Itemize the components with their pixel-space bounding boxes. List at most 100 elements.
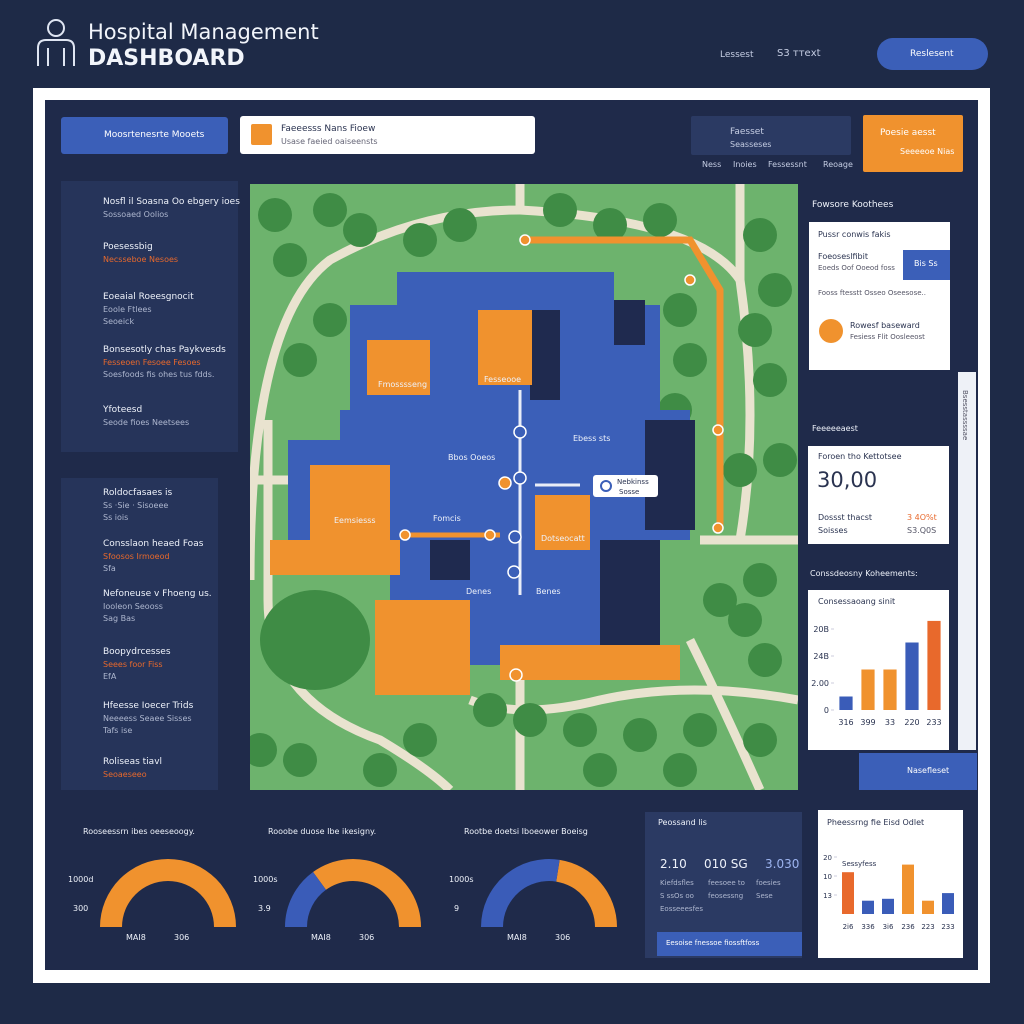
item-title: Bonsesotly chas Paykvesds (103, 345, 226, 355)
item-line: Eoole Ftlees (103, 305, 152, 314)
summary-number: 010 SG (704, 857, 748, 871)
tree (758, 273, 792, 307)
map-label: Ebess sts (573, 434, 611, 443)
tree (283, 343, 317, 377)
label: Foeoseslfibit (818, 252, 868, 261)
tree (473, 693, 507, 727)
logo (37, 19, 75, 66)
tree (703, 583, 737, 617)
scrollbar[interactable] (958, 372, 976, 750)
label: Sosse (619, 488, 640, 496)
item-line: Seees foor Fiss (103, 660, 163, 669)
header-button[interactable] (877, 38, 988, 70)
tree (403, 723, 437, 757)
tree (313, 193, 347, 227)
tree (683, 713, 717, 747)
label: 9 (454, 904, 460, 913)
stat-card (808, 446, 949, 544)
item-title: Nosfl il Soasna Oo ebgery ioes (103, 197, 240, 207)
label: MAI8 (507, 933, 527, 942)
tree (728, 603, 762, 637)
alert-card[interactable] (863, 115, 963, 172)
tree (743, 723, 777, 757)
tree (753, 363, 787, 397)
item-title: Roliseas tiavl (103, 757, 163, 767)
chart-card (808, 590, 949, 750)
tab[interactable]: Ness (702, 160, 722, 169)
dropdown[interactable] (240, 116, 535, 154)
label: Seasseses (730, 140, 772, 149)
item-line: Ss iois (103, 513, 129, 522)
label: Faesset (730, 127, 764, 137)
tree (623, 718, 657, 752)
map-label: Fmosssseng (378, 380, 428, 389)
label: Feeeeeaest (812, 424, 858, 433)
info-button[interactable] (903, 250, 950, 280)
nav-link[interactable]: Lessest (720, 50, 754, 60)
tree (543, 193, 577, 227)
summary-button[interactable] (657, 932, 802, 956)
big-number: 30,00 (817, 468, 878, 492)
label: Eesoise fnessoe fiossftfoss (666, 939, 760, 947)
tree (593, 208, 627, 242)
label: 1000d (68, 875, 94, 884)
label: Fooss ftesstt Osseo Oseesose.. (818, 289, 926, 297)
tree (723, 453, 757, 487)
label: Conssdeosny Koheements: (810, 569, 918, 578)
item-title: Consslaon heaed Foas (103, 539, 204, 549)
label: S ssOs oo (660, 892, 694, 900)
tree (363, 753, 397, 787)
map-label: Fesseooe (484, 375, 522, 384)
tree (403, 223, 437, 257)
label: MAI8 (126, 933, 146, 942)
label: Rowesf baseward (850, 321, 920, 330)
label: feesoee to (708, 879, 745, 887)
info-card (809, 222, 950, 370)
label: Kiefdsfles (660, 879, 694, 887)
tree (313, 303, 347, 337)
label: Usase faeied oaiseensts (281, 137, 378, 146)
tree (763, 443, 797, 477)
gauge-title: Rootbe doetsi Iboeower Boeisg (464, 827, 588, 836)
title: Hospital Management (88, 20, 319, 44)
panel-button[interactable] (859, 753, 977, 790)
tree (738, 313, 772, 347)
label: feosessng (708, 892, 744, 900)
search-button[interactable] (61, 117, 228, 154)
label: Foroen tho Kettotsee (818, 452, 902, 461)
tree (443, 208, 477, 242)
button-label: Reslesent (910, 49, 954, 59)
label: Peossand lis (658, 818, 707, 827)
label: 1000s (449, 875, 474, 884)
item-title: Eoeaial Roeesgnocit (103, 292, 194, 302)
label: Eosseeesfes (660, 905, 703, 913)
tree (643, 203, 677, 237)
chart-title: Pheessrng fie Eisd Odlet (827, 818, 925, 827)
label: Faeeesss Nans Fioew (281, 124, 376, 134)
label: 306 (174, 933, 190, 942)
summary-number: 3.030 (765, 857, 800, 871)
left-panel-bottom (61, 478, 218, 790)
tree (258, 198, 292, 232)
chart-title: Consessaoang sinit (818, 597, 896, 606)
item-line: Necsseboe Nesoes (103, 255, 179, 264)
tab[interactable]: Reoage (823, 160, 853, 169)
tree (343, 213, 377, 247)
gauge-title: Rooseessrn ibes oeeseoogy. (83, 827, 195, 836)
label: Bis Ss (914, 259, 938, 268)
item-line: Seode fioes Neetsees (103, 418, 190, 427)
item-title: Boopydrcesses (103, 647, 171, 657)
card[interactable] (691, 116, 851, 155)
item-title: Yfoteesd (103, 405, 143, 415)
tree (250, 733, 277, 767)
tab[interactable]: Fessessnt (768, 160, 807, 169)
label: Pussr conwis fakis (818, 230, 891, 239)
tree (748, 643, 782, 677)
nav-link[interactable]: S3 ттеxt (777, 48, 821, 59)
summary-number: 2.10 (660, 857, 687, 871)
label: Seeeeoe Nias (900, 147, 955, 156)
map-label: Dotseocatt (541, 534, 585, 543)
label: 3.9 (258, 904, 271, 913)
tab[interactable]: Inoies (733, 160, 757, 169)
label: 306 (359, 933, 375, 942)
